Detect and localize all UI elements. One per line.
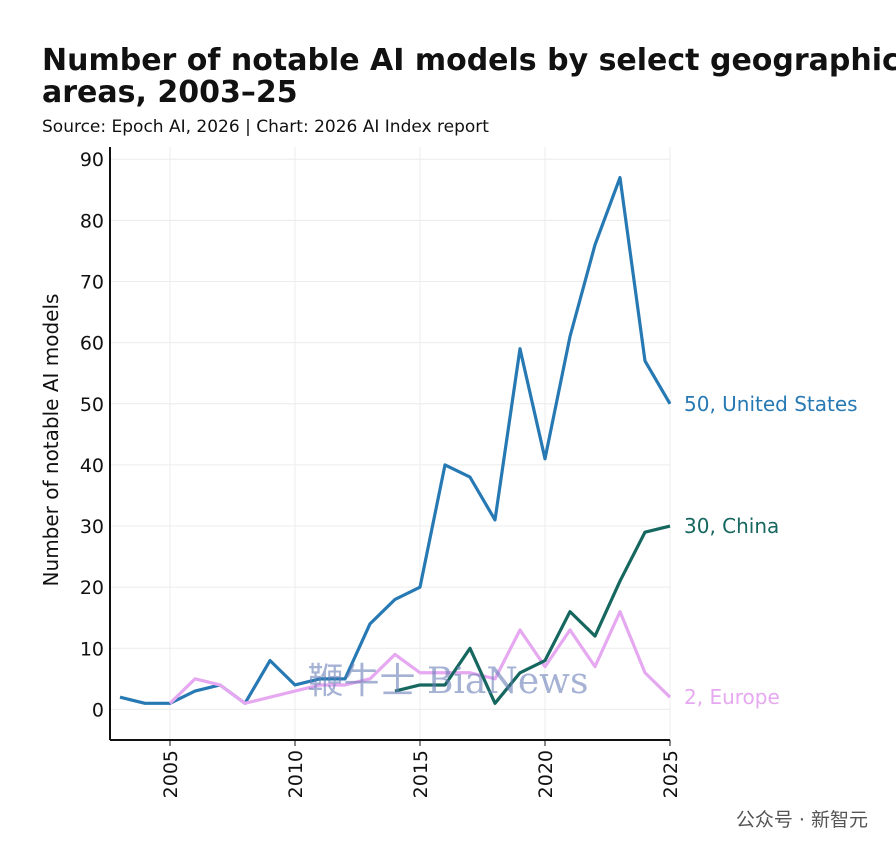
series-label: 2, Europe <box>684 685 780 709</box>
x-tick-label: 2015 <box>410 750 432 798</box>
chart-title-line2: areas, 2003–25 <box>42 75 298 110</box>
y-tick-label: 20 <box>80 577 104 599</box>
x-tick-label: 2020 <box>535 750 557 798</box>
x-tick-label: 2005 <box>160 750 182 798</box>
y-tick-label: 90 <box>80 149 104 171</box>
x-tick-label: 2010 <box>285 750 307 798</box>
series-line <box>168 610 672 705</box>
y-tick-label: 70 <box>80 271 104 293</box>
series-label: 30, China <box>684 514 779 538</box>
chart-title-line1: Number of notable AI models by select ge… <box>42 43 896 78</box>
y-tick-label: 0 <box>92 699 104 721</box>
series-label: 50, United States <box>684 392 858 416</box>
watermark: 鞭牛士 BiaNews <box>308 661 589 702</box>
y-tick-label: 10 <box>80 638 104 660</box>
chart-subtitle: Source: Epoch AI, 2026 | Chart: 2026 AI … <box>42 117 489 137</box>
y-tick-label: 40 <box>80 455 104 477</box>
y-axis-label: Number of notable AI models <box>39 294 63 587</box>
series-line <box>119 175 672 705</box>
y-tick-label: 60 <box>80 333 104 355</box>
y-tick-label: 80 <box>80 210 104 232</box>
footer: 公众号 · 新智元 <box>736 809 868 831</box>
series-line <box>394 524 671 705</box>
y-tick-label: 50 <box>80 394 104 416</box>
x-tick-label: 2025 <box>660 750 682 798</box>
y-tick-label: 30 <box>80 516 104 538</box>
